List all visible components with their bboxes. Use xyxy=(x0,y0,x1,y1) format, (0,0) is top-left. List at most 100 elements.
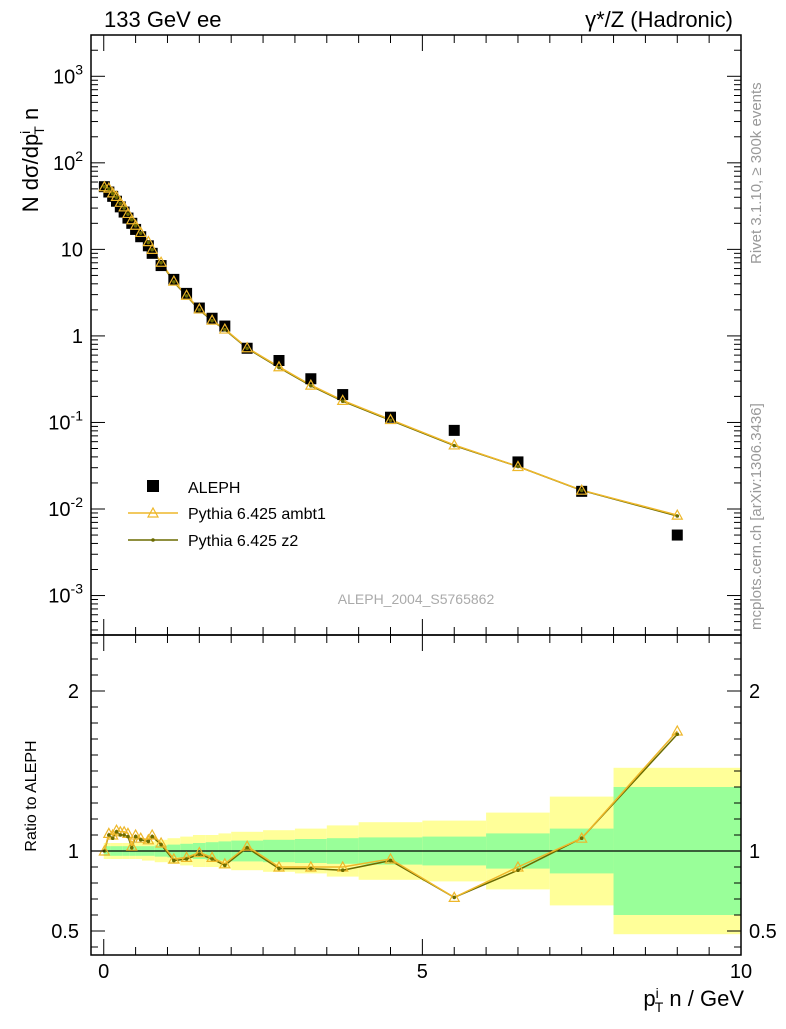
main-ylabel: N dσ/dpiT n xyxy=(17,108,47,212)
rivet-version-label: Rivet 3.1.10, ≥ 300k events xyxy=(748,82,765,264)
aleph-point xyxy=(193,302,205,314)
z2-ratio-point xyxy=(146,839,151,844)
header-left-label: 133 GeV ee xyxy=(104,7,221,32)
z2-point xyxy=(133,224,138,228)
ratio-ytick-label-right: 1 xyxy=(749,841,760,863)
legend-marker-ambt1 xyxy=(146,506,160,518)
aleph-point xyxy=(385,411,397,423)
z2-ratio-point xyxy=(110,836,115,840)
xtick-label: 0 xyxy=(98,961,109,983)
legend-marker-aleph xyxy=(147,480,159,492)
z2-point xyxy=(675,514,680,518)
z2-ratio-point xyxy=(210,857,214,861)
main-panel-data xyxy=(98,180,684,541)
z2-ratio-point xyxy=(133,834,138,839)
z2-ratio-point xyxy=(172,858,176,863)
ambt1-point xyxy=(218,322,231,334)
main-ytick-label: 103 xyxy=(53,61,83,88)
z2-point xyxy=(102,184,107,189)
aleph-point xyxy=(219,320,231,332)
z2-ratio-point xyxy=(118,833,123,837)
z2-point xyxy=(309,384,313,388)
z2-ratio-point xyxy=(579,836,584,840)
aleph-point xyxy=(273,354,285,366)
z2-ratio-point xyxy=(114,830,119,834)
ambt1-point xyxy=(671,508,684,520)
ambt1-point xyxy=(193,302,206,314)
ambt1-point xyxy=(110,190,123,201)
analysis-watermark: ALEPH_2004_S5765862 xyxy=(338,591,495,607)
main-ytick-label: 10 xyxy=(61,239,83,261)
ambt1-point xyxy=(575,483,588,495)
ambt1-ratio-point xyxy=(146,828,159,840)
ambt1-ratio-point xyxy=(272,860,286,872)
ratio-ytick-label-left: 1 xyxy=(68,841,79,863)
z2-ratio-point xyxy=(107,833,111,837)
z2-ratio-point xyxy=(184,857,189,861)
z2-point xyxy=(150,247,154,252)
z2-point xyxy=(122,206,126,210)
aleph-point xyxy=(110,195,122,207)
z2-point xyxy=(118,201,123,206)
ambt1-point xyxy=(155,256,168,267)
ambt1-point xyxy=(114,196,127,207)
ambt1-ratio-point xyxy=(180,851,193,863)
ambt1-ratio-point xyxy=(304,860,317,872)
z2-line xyxy=(104,186,678,517)
z2-ratio-point xyxy=(245,846,249,850)
z2-ratio-point xyxy=(516,868,520,872)
ambt1-point xyxy=(167,274,180,286)
z2-ratio-point xyxy=(150,834,154,839)
ambt1-point xyxy=(206,313,219,325)
z2-point xyxy=(110,191,115,196)
ambt1-ratio-point xyxy=(134,831,147,843)
z2-ratio-point xyxy=(340,868,345,872)
z2-point xyxy=(340,399,345,404)
z2-point xyxy=(126,212,130,216)
ambt1-ratio-point xyxy=(193,846,206,858)
z2-point xyxy=(184,294,189,298)
main-ytick-label: 10-1 xyxy=(48,407,83,434)
xtick-label: 5 xyxy=(417,961,428,983)
z2-point xyxy=(197,308,202,312)
ambt1-point xyxy=(336,394,349,405)
ratio-ylabel: Ratio to ALEPH xyxy=(23,740,40,851)
z2-point xyxy=(579,488,584,493)
legend-label-ambt1: Pythia 6.425 ambt1 xyxy=(188,506,326,523)
z2-point xyxy=(388,418,393,423)
ambt1-ratio-point xyxy=(241,839,254,851)
aleph-point xyxy=(671,529,683,541)
z2-point xyxy=(210,318,214,323)
ambt1-point xyxy=(272,360,286,372)
ambt1-point xyxy=(142,235,155,247)
ambt1-point xyxy=(102,181,115,193)
aleph-point xyxy=(155,260,167,272)
z2-ratio-point xyxy=(129,846,134,850)
ambt1-ratio-point xyxy=(448,891,461,903)
header-right-label: γ*/Z (Hadronic) xyxy=(585,7,733,32)
legend-label-aleph: ALEPH xyxy=(188,480,240,497)
ambt1-ratio-point xyxy=(384,852,397,864)
aleph-point xyxy=(206,312,218,324)
ambt1-ratio-point xyxy=(218,857,231,869)
ambt1-point xyxy=(125,213,138,225)
z2-point xyxy=(172,280,176,284)
aleph-point xyxy=(181,287,193,299)
xtick-label: 10 xyxy=(730,961,752,983)
aleph-point xyxy=(305,373,317,385)
z2-ratio-point xyxy=(388,858,393,863)
legend: ALEPH Pythia 6.425 ambt1 Pythia 6.425 z2 xyxy=(128,480,326,550)
ambt1-ratio-point xyxy=(167,852,180,864)
z2-point xyxy=(146,240,151,245)
z2-point xyxy=(245,346,249,351)
ambt1-point xyxy=(106,186,119,198)
z2-ratio-point xyxy=(138,838,143,842)
z2-ratio-point xyxy=(452,895,457,900)
z2-point xyxy=(223,327,227,332)
z2-point xyxy=(277,365,281,370)
ambt1-point xyxy=(180,289,193,300)
z2-ratio-point xyxy=(277,866,281,871)
ratio-xlabel: pi T n / GeV xyxy=(643,985,744,1015)
z2-point xyxy=(107,187,111,191)
